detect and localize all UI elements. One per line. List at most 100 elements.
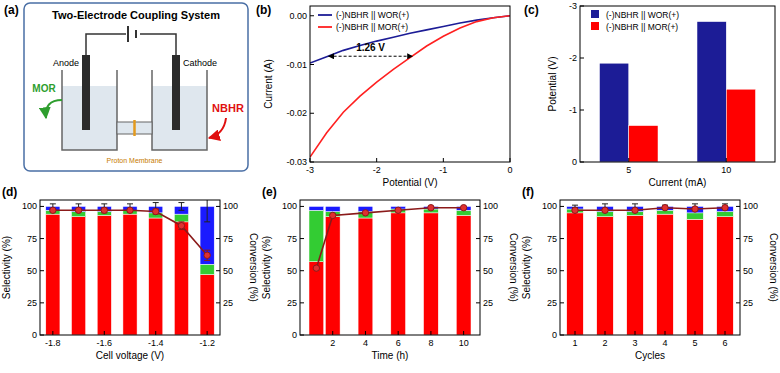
marker [602,207,608,213]
marker [127,207,133,213]
bar [424,213,439,335]
y-tick [560,335,564,336]
x-tick-label: 3 [632,338,637,348]
panel-label: (b) [256,3,271,17]
y-tick [560,238,564,239]
error-bar [204,250,210,260]
bar [325,206,340,211]
panel-label: (c) [524,3,539,17]
marker [330,212,336,218]
x-tick [695,331,696,335]
x-tick [332,331,333,335]
y-tick [580,162,584,163]
bar [149,218,163,335]
anode-arrow [46,100,62,118]
x-tick [365,331,366,335]
plot-frame [560,200,740,335]
x-tick [310,158,311,162]
y2-tick-label: 25 [483,298,493,308]
marker [572,207,578,213]
legend-label: (-)NBHR || MOR(+) [606,22,678,32]
y-tick [40,335,44,336]
x-axis-title: Cell voltage (V) [96,350,164,361]
y2-tick [476,238,480,239]
power-source [135,30,137,38]
series-line [575,208,725,211]
cathode-reaction: NBHR [212,102,244,114]
y-tick [40,238,44,239]
y-tick [580,6,584,7]
y-axis-title: Potential (V) [547,56,558,111]
marker [153,208,159,214]
y-tick [310,162,314,163]
plot-marks [46,200,214,335]
x-tick-label: 4 [363,338,368,348]
legend-label: (-)NBHR || MOR(+) [336,22,408,32]
y-tick-label: 75 [547,234,557,244]
y-tick [560,302,564,303]
y-tick [300,335,304,336]
y-axis-title: Current (A) [263,59,274,108]
bar [200,264,214,274]
x-tick [463,331,464,335]
x-tick [430,331,431,335]
marker [204,252,210,258]
marker [692,206,698,212]
y-tick [560,206,564,207]
y-tick-label: -0.01 [286,60,307,70]
legend-label: (-)NBHR || WOR(+) [606,10,679,20]
x-tick [725,331,726,335]
x-tick [605,331,606,335]
y-tick-label: 0 [292,330,297,340]
y-tick [300,270,304,271]
bar [717,217,734,335]
x-tick-label: 0 [507,165,512,175]
y-tick-label: -0.02 [286,108,307,118]
marker [313,265,319,271]
bar [717,212,734,217]
y-tick-label: 50 [287,266,297,276]
marker [428,205,434,211]
bar [123,214,137,335]
y2-tick-label: 100 [483,201,498,211]
y-tick [40,270,44,271]
y-axis-title: Selectivity (%) [261,236,272,299]
y-tick [580,110,584,111]
x-tick-label: -1 [439,165,447,175]
y-tick-label: 100 [542,201,557,211]
y2-tick [216,206,220,207]
bar [629,126,658,162]
bar [726,89,755,162]
x-tick-label: 2 [330,338,335,348]
diagram-frame [24,3,248,171]
panel-label: (d) [2,185,17,199]
y2-tick-label: 100 [743,201,758,211]
plot-marks [567,204,734,335]
series-line [310,16,510,157]
y-tick-label: 50 [27,266,37,276]
y2-tick [216,238,220,239]
x-tick-label: 5 [626,165,631,175]
plot-marks [600,22,756,162]
bar [456,215,471,335]
y-tick [40,206,44,207]
y2-tick-label: 25 [223,298,233,308]
x-tick-label: -2 [373,165,381,175]
x-tick [376,158,377,162]
x-tick [52,331,53,335]
bar [97,215,111,335]
x-tick [575,331,576,335]
anode-label: Anode [53,58,79,68]
bar [627,215,644,335]
bar [687,219,704,335]
x-tick-label: -1.6 [97,338,113,348]
y-tick-label: -3 [569,1,577,11]
error-bar [101,208,107,213]
x-tick-label: -1.4 [148,338,164,348]
x-tick [628,158,629,162]
y-tick-label: 75 [27,234,37,244]
series-line [316,208,463,268]
y2-tick-label: 75 [223,234,233,244]
power-source [127,26,129,42]
bar [358,218,373,335]
